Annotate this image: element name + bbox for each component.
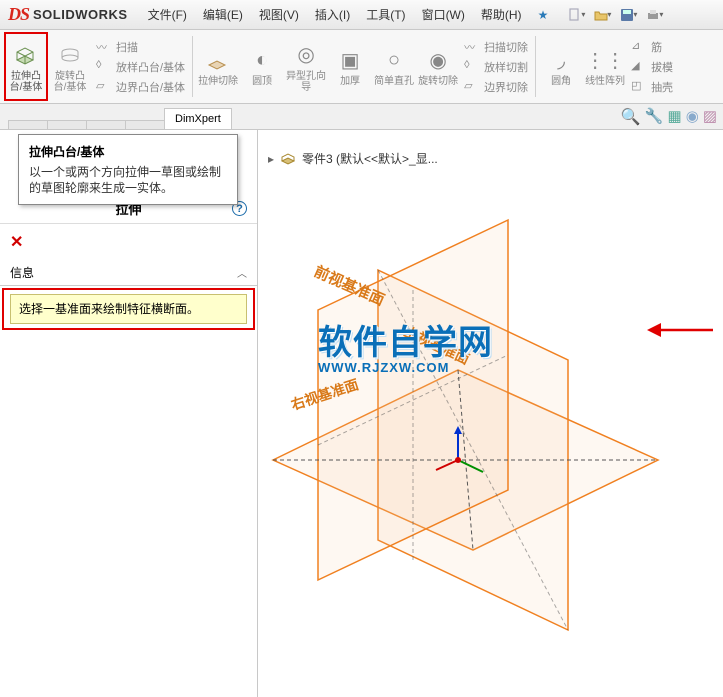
simple-hole-button[interactable]: ○ 简单直孔 [372, 32, 416, 101]
app-logo: DS SOLIDWORKS [8, 4, 128, 25]
loft-cut-icon: ◊ [464, 59, 480, 75]
pm-message-highlight: 选择一基准面来绘制特征横断面。 [2, 288, 255, 330]
collapse-icon: ︿ [237, 265, 247, 280]
logo-text: SOLIDWORKS [33, 7, 128, 22]
menu-tools[interactable]: 工具(T) [360, 4, 411, 25]
boundary-button[interactable]: ▱边界凸台/基体 [92, 78, 189, 96]
origin-icon[interactable] [455, 457, 461, 463]
hole-icon: ◎ [292, 41, 320, 69]
loft-cut-button[interactable]: ◊放样切割 [460, 58, 532, 76]
thicken-button[interactable]: ▣ 加厚 [328, 32, 372, 101]
tab-hidden-1[interactable] [8, 120, 48, 129]
sweep-icon: 〰 [96, 39, 112, 55]
menu-star-icon[interactable]: ★ [532, 6, 555, 24]
pm-buttons: ✕ [0, 224, 257, 260]
new-button[interactable]: ▾ [564, 4, 588, 26]
revolve-boss-button[interactable]: 旋转凸台/基体 [48, 32, 92, 101]
save-button[interactable]: ▾ [616, 4, 640, 26]
menu-help[interactable]: 帮助(H) [475, 4, 528, 25]
tooltip-title: 拉伸凸台/基体 [29, 143, 227, 160]
open-button[interactable]: ▾ [590, 4, 614, 26]
pm-section-label: 信息 [10, 264, 34, 281]
dome-icon: ◐ [248, 46, 276, 74]
appearance-icon[interactable]: ◉ [686, 107, 699, 127]
extrude-icon [12, 41, 40, 69]
extrude-label: 拉伸凸台/基体 [8, 71, 44, 93]
tab-hidden-3[interactable] [86, 120, 126, 129]
loft-icon: ◊ [96, 59, 112, 75]
revolve-cut-label: 旋转切除 [418, 76, 458, 87]
thicken-label: 加厚 [340, 76, 360, 87]
loft-button[interactable]: ◊放样凸台/基体 [92, 58, 189, 76]
wrench-icon[interactable]: 🔧 [645, 107, 664, 127]
simple-hole-label: 简单直孔 [374, 76, 414, 87]
linear-pattern-button[interactable]: ⋮⋮ 线性阵列 [583, 32, 627, 101]
menu-view[interactable]: 视图(V) [253, 4, 305, 25]
sweep-cut-icon: 〰 [464, 39, 480, 55]
hole-wizard-button[interactable]: ◎ 异型孔向导 [284, 32, 328, 101]
title-bar: DS SOLIDWORKS 文件(F) 编辑(E) 视图(V) 插入(I) 工具… [0, 0, 723, 30]
menu-window[interactable]: 窗口(W) [416, 4, 471, 25]
tab-hidden-4[interactable] [125, 120, 165, 129]
draft-button[interactable]: ◢拔模 [627, 58, 677, 76]
sweep-cut-button[interactable]: 〰扫描切除 [460, 38, 532, 56]
menu-edit[interactable]: 编辑(E) [197, 4, 249, 25]
view-toolbar: 🔍 🔧 ▦ ◉ ▨ [621, 107, 717, 127]
boundary-cut-icon: ▱ [464, 79, 480, 95]
reference-planes: 前视基准面 上视基准面 右视基准面 [258, 130, 723, 697]
sweep-button[interactable]: 〰扫描 [92, 38, 189, 56]
revolve-label: 旋转凸台/基体 [50, 71, 90, 93]
pm-section-info[interactable]: 信息 ︿ [0, 260, 257, 286]
thicken-icon: ▣ [336, 46, 364, 74]
hole-label: 异型孔向导 [286, 71, 326, 93]
shell-button[interactable]: ◰抽壳 [627, 78, 677, 96]
fillet2-button[interactable]: ◞ 圆角 [539, 32, 583, 101]
quick-access-toolbar: ▾ ▾ ▾ ▾ [564, 4, 666, 26]
tab-dimxpert[interactable]: DimXpert [164, 108, 232, 129]
fillet-button[interactable]: ◐ 圆顶 [240, 32, 284, 101]
revolve-icon [56, 41, 84, 69]
boundary-cut-button[interactable]: ▱边界切除 [460, 78, 532, 96]
logo-swoosh-icon: DS [8, 4, 29, 25]
watermark: 软件自学网 WWW.RJZXW.COM [318, 315, 493, 375]
print-button[interactable]: ▾ [642, 4, 666, 26]
fillet-icon: ◞ [547, 46, 575, 74]
extrude-boss-button[interactable]: 拉伸凸台/基体 [4, 32, 48, 101]
tooltip-description: 以一个或两个方向拉伸一草图或绘制的草图轮廓来生成一实体。 [29, 164, 227, 196]
menu-insert[interactable]: 插入(I) [309, 4, 356, 25]
property-manager: 拉伸 ? ✕ 信息 ︿ 选择一基准面来绘制特征横断面。 [0, 130, 258, 697]
command-tabs: DimXpert 🔍 🔧 ▦ ◉ ▨ [0, 104, 723, 130]
scene-icon[interactable]: ▨ [703, 107, 717, 127]
pattern-label: 线性阵列 [585, 76, 625, 87]
dome-label: 圆顶 [252, 76, 272, 87]
pm-message: 选择一基准面来绘制特征横断面。 [10, 294, 247, 324]
boundary-icon: ▱ [96, 79, 112, 95]
simple-hole-icon: ○ [380, 46, 408, 74]
draft-icon: ◢ [631, 59, 647, 75]
graphics-area[interactable]: ▸ 零件3 (默认<<默认>_显... 软件自学网 WWW.RJZXW.COM [258, 130, 723, 697]
rib-icon: ⊿ [631, 39, 647, 55]
ribbon: 拉伸凸台/基体 旋转凸台/基体 〰扫描 ◊放样凸台/基体 ▱边界凸台/基体 拉伸… [0, 30, 723, 104]
rib-button[interactable]: ⊿筋 [627, 38, 677, 56]
annotation-arrow-icon [645, 318, 715, 342]
shell-icon: ◰ [631, 79, 647, 95]
fillet2-label: 圆角 [551, 76, 571, 87]
search-icon[interactable]: 🔍 [621, 107, 641, 127]
watermark-main: 软件自学网 [318, 315, 493, 364]
cancel-button[interactable]: ✕ [10, 232, 23, 252]
extrude-cut-label: 拉伸切除 [198, 76, 238, 87]
extrude-cut-button[interactable]: 拉伸切除 [196, 32, 240, 101]
extrude-cut-icon [204, 46, 232, 74]
tab-hidden-2[interactable] [47, 120, 87, 129]
revolve-cut-icon: ◉ [424, 46, 452, 74]
menu-file[interactable]: 文件(F) [142, 4, 193, 25]
revolve-cut-button[interactable]: ◉ 旋转切除 [416, 32, 460, 101]
tooltip-extrude: 拉伸凸台/基体 以一个或两个方向拉伸一草图或绘制的草图轮廓来生成一实体。 [18, 134, 238, 205]
pattern-icon: ⋮⋮ [591, 46, 619, 74]
display-icon[interactable]: ▦ [668, 107, 682, 127]
main-area: 拉伸 ? ✕ 信息 ︿ 选择一基准面来绘制特征横断面。 ▸ 零件3 (默认<<默… [0, 130, 723, 697]
